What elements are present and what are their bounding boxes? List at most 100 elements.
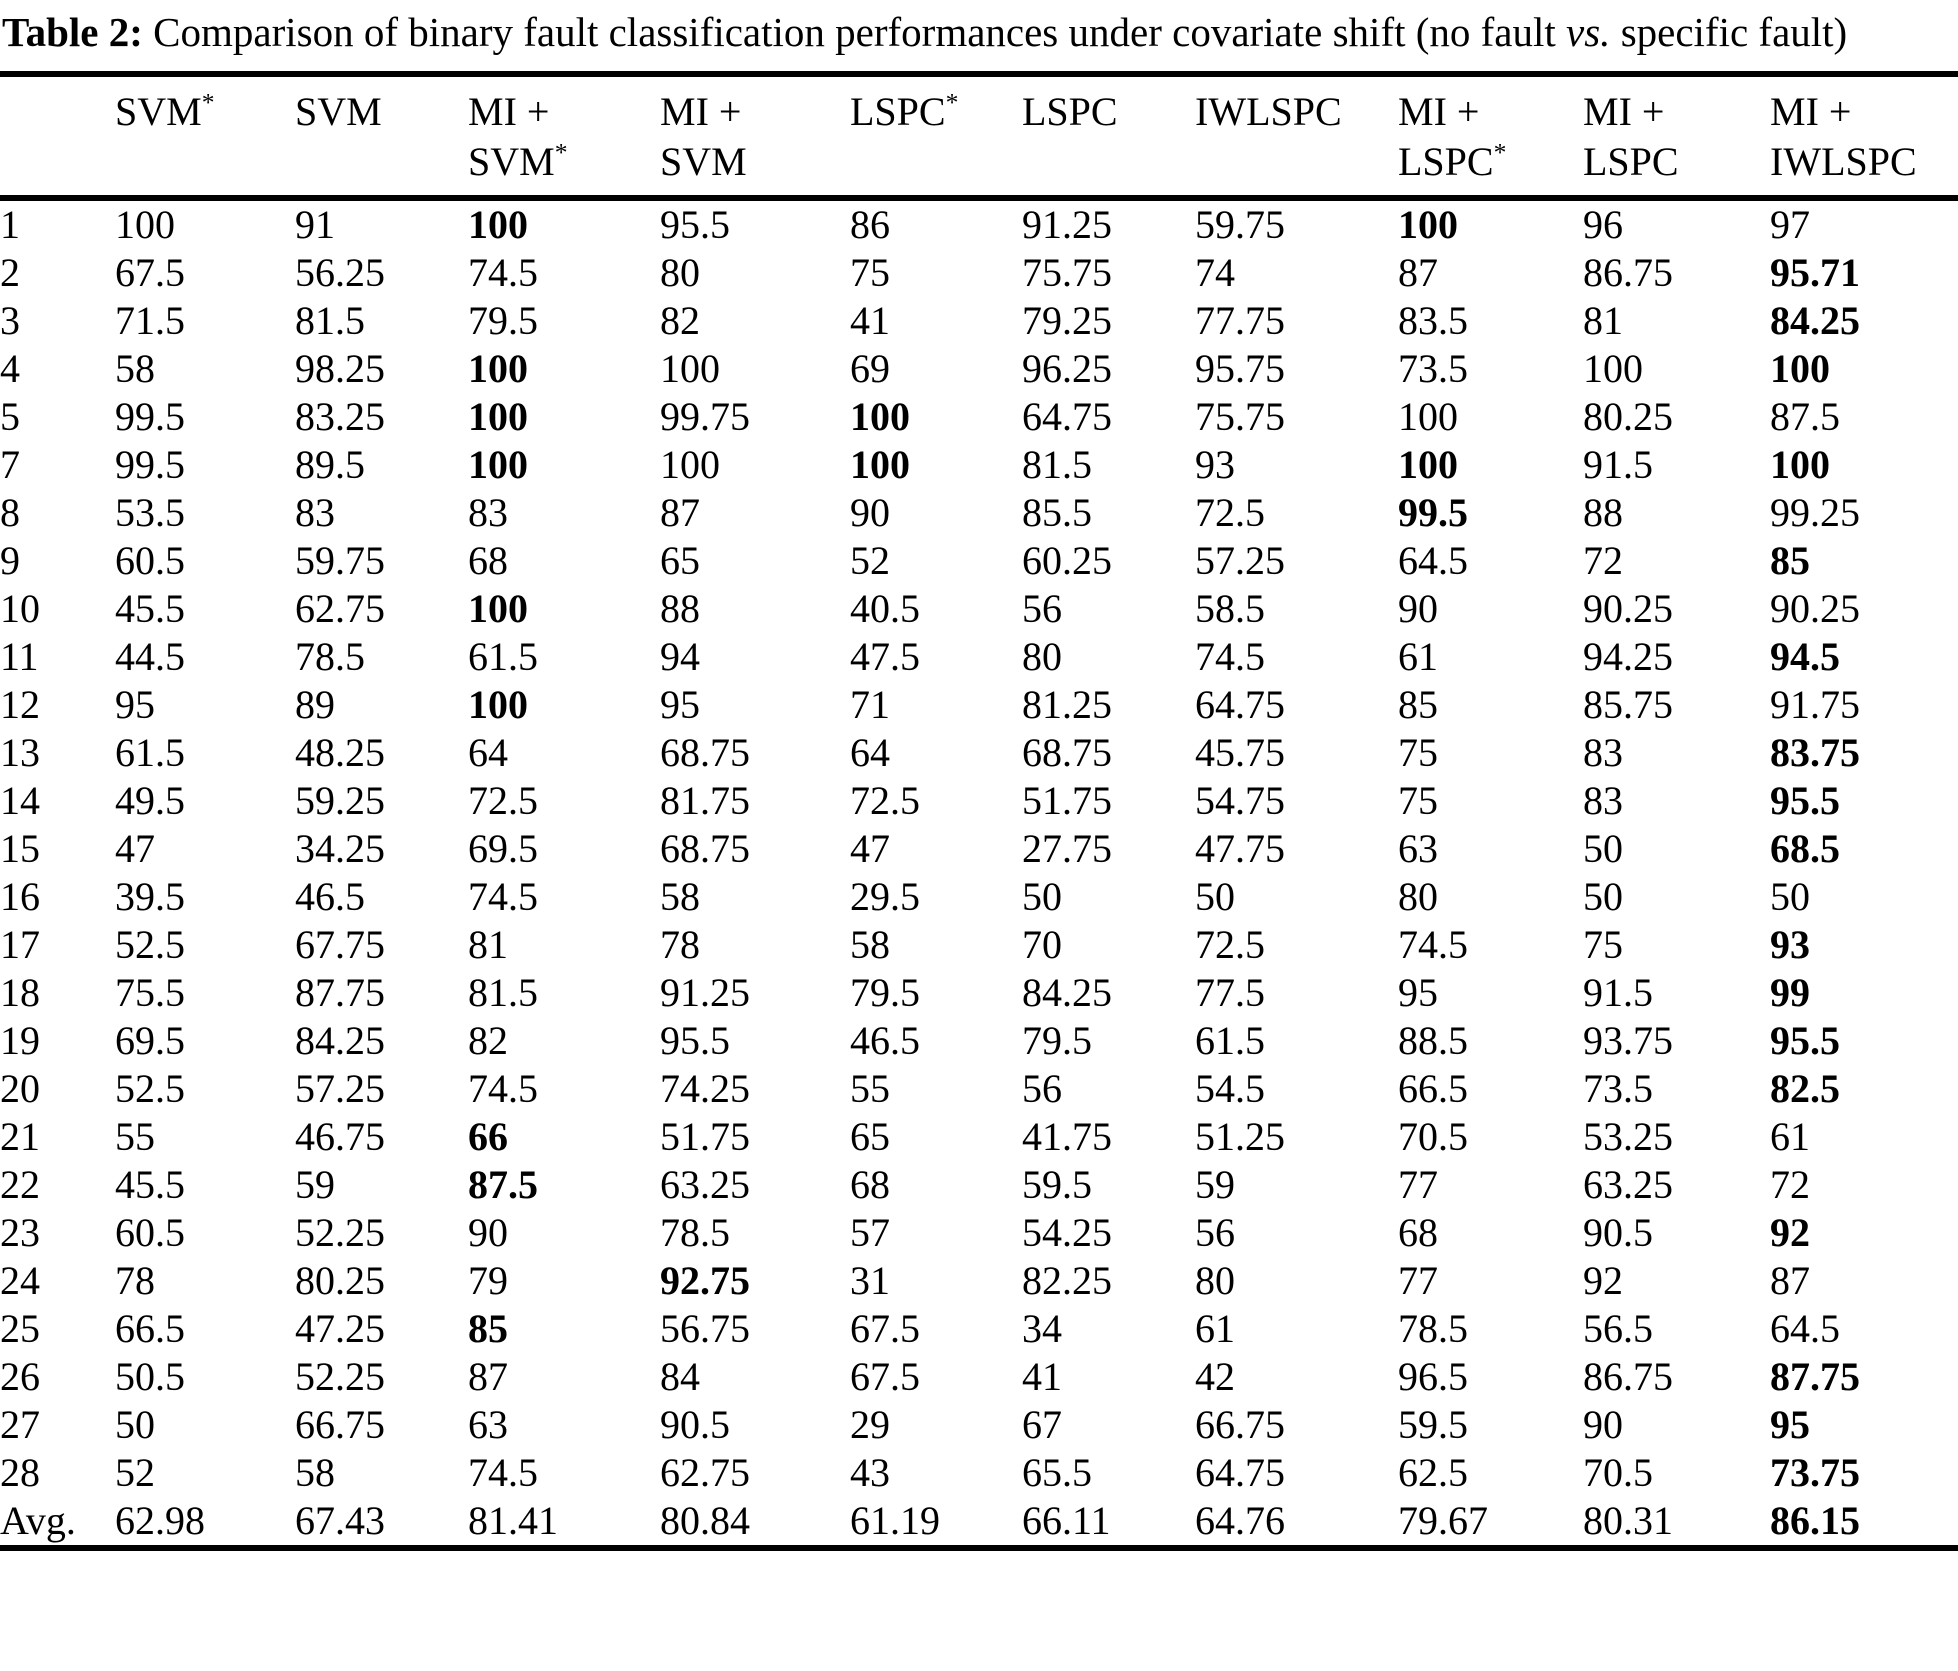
cell: 100 [468,202,528,247]
cell: 34 [1022,1306,1062,1351]
cell: 56.5 [1583,1306,1653,1351]
row-label: 27 [0,1402,40,1447]
cell: 47.5 [850,634,920,679]
cell: 61 [1770,1114,1810,1159]
cell: 52.25 [295,1210,385,1255]
cell: 99.75 [660,394,750,439]
cell: 64.75 [1195,1450,1285,1495]
cell: 100 [1398,202,1458,247]
cell: 95.71 [1770,250,1860,295]
cell: 50 [115,1402,155,1447]
cell: 56 [1195,1210,1235,1255]
cell: 96.25 [1022,346,1112,391]
cell: 73.75 [1770,1450,1860,1495]
cell: 41 [850,298,890,343]
cell: 64 [468,730,508,775]
row-label: 5 [0,394,20,439]
cell: 81 [1583,298,1623,343]
cell: 85 [1770,538,1810,583]
cell: 96 [1583,202,1623,247]
cell: 50 [1583,874,1623,919]
cell: 68.75 [1022,730,1112,775]
cell: 48.25 [295,730,385,775]
cell: 82.5 [1770,1066,1840,1111]
cell: 77.5 [1195,970,1265,1015]
cell: 53.25 [1583,1114,1673,1159]
cell: 69 [850,346,890,391]
cell: 88 [1583,490,1623,535]
cell: 62.75 [295,586,385,631]
cell: 87.75 [295,970,385,1015]
cell: 90 [1398,586,1438,631]
table-row: 14 49.5 59.25 72.5 81.75 72.5 51.75 54.75 75 83 95… [0,777,1958,825]
superscript-star: * [1493,137,1507,167]
table-row: 3 71.5 81.5 79.5 82 41 79.25 77.75 83.5 81 84.25 [0,297,1958,345]
cell: 66.5 [115,1306,185,1351]
cell: 100 [1770,346,1830,391]
table-caption-vs: vs. [1566,9,1611,55]
cell: 99.5 [115,394,185,439]
column-header-line [1022,137,1195,187]
cell: 52.25 [295,1354,385,1399]
row-label: 18 [0,970,40,1015]
cell: 59 [295,1162,335,1207]
cell: 100 [468,394,528,439]
cell: 71.5 [115,298,185,343]
cell: 64.76 [1195,1498,1285,1543]
cell: 97 [1770,202,1810,247]
cell: 81.25 [1022,682,1112,727]
cell: 51.25 [1195,1114,1285,1159]
cell: 82.25 [1022,1258,1112,1303]
table-row: Avg. 62.98 67.43 81.41 80.84 61.19 66.11 64.76 7… [0,1497,1958,1548]
cell: 45.75 [1195,730,1285,775]
cell: 87.5 [468,1162,538,1207]
cell: 74.5 [468,1450,538,1495]
cell: 67.43 [295,1498,385,1543]
cell: 61.5 [115,730,185,775]
row-label: 13 [0,730,40,775]
table-row: 27 50 66.75 63 90.5 29 67 66.75 59.5 90 95 [0,1401,1958,1449]
row-label: 28 [0,1450,40,1495]
superscript-star: * [945,87,959,117]
cell: 99.25 [1770,490,1860,535]
cell: 81 [468,922,508,967]
column-header: MI + SVM [660,74,850,201]
cell: 52 [850,538,890,583]
column-header: IWLSPC [1195,74,1398,201]
cell: 40.5 [850,586,920,631]
cell: 100 [468,346,528,391]
cell: 71 [850,682,890,727]
column-header: MI + IWLSPC [1770,74,1958,201]
cell: 42 [1195,1354,1235,1399]
cell: 89 [295,682,335,727]
cell: 87 [468,1354,508,1399]
cell: 83.5 [1398,298,1468,343]
cell: 100 [1398,394,1458,439]
cell: 81.41 [468,1498,558,1543]
row-label: 16 [0,874,40,919]
cell: 66.5 [1398,1066,1468,1111]
row-label: 10 [0,586,40,631]
cell: 82 [660,298,700,343]
cell: 84.25 [1770,298,1860,343]
table-caption-label: Table 2: [2,9,143,55]
cell: 100 [1583,346,1643,391]
cell: 67.5 [850,1354,920,1399]
column-header-line: SVM [295,89,382,134]
cell: 90 [850,490,890,535]
cell: 80.25 [1583,394,1673,439]
cell: 63 [468,1402,508,1447]
cell: 65.5 [1022,1450,1092,1495]
column-header-line: IWLSPC [1770,139,1917,184]
cell: 68.75 [660,826,750,871]
cell: 91 [295,202,335,247]
cell: 46.5 [850,1018,920,1063]
row-label: 7 [0,442,20,487]
cell: 60.5 [115,1210,185,1255]
cell: 100 [660,442,720,487]
cell: 67.5 [115,250,185,295]
cell: 43 [850,1450,890,1495]
column-header: LSPC* [850,74,1022,201]
cell: 74.5 [468,1066,538,1111]
cell: 75 [1398,730,1438,775]
